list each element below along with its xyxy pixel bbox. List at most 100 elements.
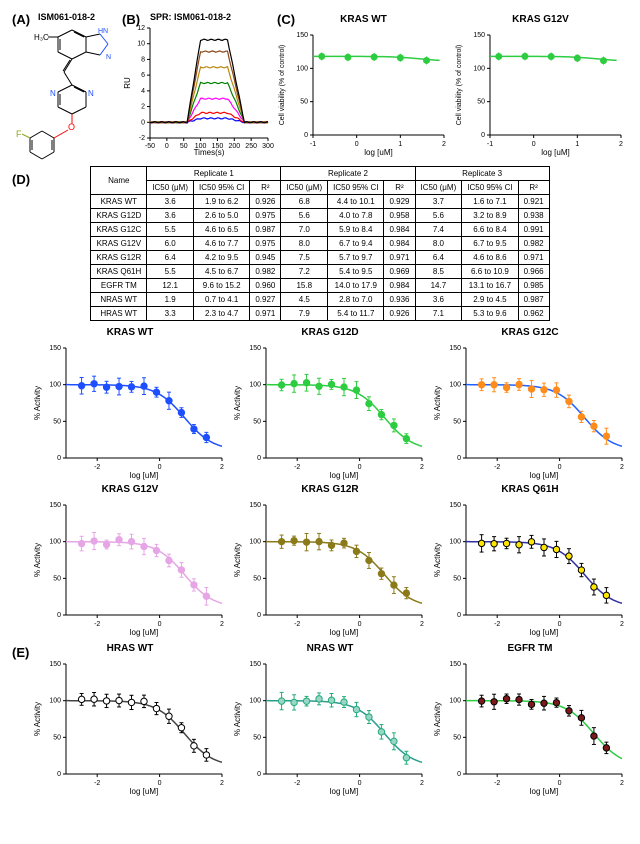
svg-text:N: N — [106, 54, 111, 61]
svg-text:100: 100 — [249, 539, 261, 546]
svg-text:0: 0 — [355, 141, 359, 148]
dr-kras-q61h: KRAS Q61H050100150-202log [uM]% Activity — [430, 484, 630, 637]
svg-text:150: 150 — [449, 661, 461, 668]
svg-text:0: 0 — [457, 455, 461, 462]
svg-text:0: 0 — [457, 612, 461, 619]
chart-title: KRAS G12V — [30, 484, 230, 495]
svg-text:2: 2 — [442, 141, 446, 148]
panel-a-label: (A) — [12, 12, 30, 27]
svg-text:300: 300 — [262, 143, 274, 150]
svg-text:HN: HN — [98, 28, 108, 35]
dr-egfr-tm: EGFR TM050100150-202log [uM]% Activity — [430, 643, 630, 796]
chart-title: KRAS G12D — [230, 327, 430, 338]
svg-text:50: 50 — [53, 575, 61, 582]
dr-chart: 050100150-202log [uM]% Activity — [30, 340, 230, 480]
svg-text:100: 100 — [49, 382, 61, 389]
svg-text:0: 0 — [257, 612, 261, 619]
svg-text:0: 0 — [57, 612, 61, 619]
svg-text:4: 4 — [141, 88, 145, 95]
svg-text:log [uM]: log [uM] — [541, 148, 569, 157]
svg-text:0: 0 — [558, 464, 562, 471]
panel-e: (E) HRAS WT050100150-202log [uM]% Activi… — [10, 643, 630, 796]
svg-text:2: 2 — [420, 621, 424, 628]
svg-text:-2: -2 — [294, 464, 300, 471]
svg-text:-50: -50 — [145, 143, 155, 150]
svg-text:150: 150 — [249, 661, 261, 668]
svg-text:% Activity: % Activity — [433, 386, 442, 420]
svg-text:N: N — [88, 89, 94, 98]
dr-chart: 050100150-202log [uM]% Activity — [430, 497, 630, 637]
svg-text:% Activity: % Activity — [33, 543, 42, 577]
svg-text:RU: RU — [123, 77, 132, 89]
svg-text:1: 1 — [398, 141, 402, 148]
svg-text:0: 0 — [558, 621, 562, 628]
svg-text:100: 100 — [296, 65, 308, 72]
svg-text:150: 150 — [249, 345, 261, 352]
svg-text:log [uM]: log [uM] — [330, 471, 358, 480]
dr-nras-wt: NRAS WT050100150-202log [uM]% Activity — [230, 643, 430, 796]
svg-text:200: 200 — [228, 143, 240, 150]
svg-text:150: 150 — [49, 345, 61, 352]
svg-text:N: N — [50, 89, 56, 98]
svg-text:50: 50 — [453, 418, 461, 425]
svg-text:Cell viability (% of control): Cell viability (% of control) — [279, 45, 286, 126]
svg-text:2: 2 — [420, 464, 424, 471]
svg-text:-1: -1 — [487, 141, 493, 148]
dr-chart: 050100150-202log [uM]% Activity — [430, 656, 630, 796]
chart-title: KRAS G12R — [230, 484, 430, 495]
svg-text:log [uM]: log [uM] — [364, 148, 392, 157]
panel-b: (B) SPR: ISM061-018-2 -2024681012-500501… — [120, 10, 275, 160]
svg-text:100: 100 — [449, 698, 461, 705]
svg-text:log [uM]: log [uM] — [130, 787, 158, 796]
svg-text:% Activity: % Activity — [233, 702, 242, 736]
svg-text:2: 2 — [141, 104, 145, 111]
svg-text:100: 100 — [449, 539, 461, 546]
svg-text:-2: -2 — [494, 621, 500, 628]
svg-text:2: 2 — [220, 464, 224, 471]
svg-text:50: 50 — [53, 418, 61, 425]
viability-g12v-title: KRAS G12V — [452, 14, 629, 25]
svg-text:O: O — [68, 122, 75, 132]
svg-text:Times(s): Times(s) — [194, 148, 225, 157]
dr-chart: 050100150-202log [uM]% Activity — [430, 340, 630, 480]
dr-chart: 050100150-202log [uM]% Activity — [230, 497, 430, 637]
chart-title: EGFR TM — [430, 643, 630, 654]
spr-title: SPR: ISM061-018-2 — [150, 12, 231, 22]
svg-text:2: 2 — [620, 464, 624, 471]
svg-text:-2: -2 — [94, 621, 100, 628]
svg-text:2: 2 — [220, 621, 224, 628]
svg-text:100: 100 — [449, 382, 461, 389]
svg-text:150: 150 — [296, 32, 308, 39]
svg-text:100: 100 — [473, 65, 485, 72]
svg-text:150: 150 — [249, 502, 261, 509]
panel-c: (C) KRAS WT 050100150-1012log [uM]Cell v… — [275, 10, 630, 160]
svg-text:0: 0 — [358, 464, 362, 471]
panel-a: (A) ISM061-018-2 HNNH₃CNNOF — [10, 10, 120, 160]
svg-text:2: 2 — [620, 780, 624, 787]
svg-text:50: 50 — [453, 734, 461, 741]
dr-chart: 050100150-202log [uM]% Activity — [230, 340, 430, 480]
panel-d-charts: KRAS WT 0 50 100 150 -2 0 2 log [uM] % Activity KR… — [10, 327, 630, 637]
svg-text:F: F — [16, 129, 22, 139]
svg-text:10: 10 — [137, 41, 145, 48]
panel-e-charts: HRAS WT050100150-202log [uM]% ActivityNR… — [10, 643, 630, 796]
svg-text:100: 100 — [249, 698, 261, 705]
svg-text:-2: -2 — [294, 780, 300, 787]
svg-text:50: 50 — [253, 734, 261, 741]
spr-chart: -2024681012-50050100150200250300Times(s)… — [120, 10, 275, 160]
dr-kras-g12c: KRAS G12C050100150-202log [uM]% Activity — [430, 327, 630, 480]
svg-text:0: 0 — [141, 119, 145, 126]
svg-text:50: 50 — [253, 575, 261, 582]
chart-title: KRAS WT — [30, 327, 230, 338]
svg-text:50: 50 — [477, 99, 485, 106]
svg-text:0: 0 — [558, 780, 562, 787]
svg-text:8: 8 — [141, 56, 145, 63]
svg-text:2: 2 — [620, 621, 624, 628]
svg-text:H₃C: H₃C — [34, 33, 49, 42]
svg-text:100: 100 — [49, 539, 61, 546]
svg-text:150: 150 — [49, 661, 61, 668]
svg-text:50: 50 — [453, 575, 461, 582]
dr-kras-g12v: KRAS G12V050100150-202log [uM]% Activity — [30, 484, 230, 637]
svg-text:0: 0 — [257, 771, 261, 778]
svg-text:-2: -2 — [294, 621, 300, 628]
